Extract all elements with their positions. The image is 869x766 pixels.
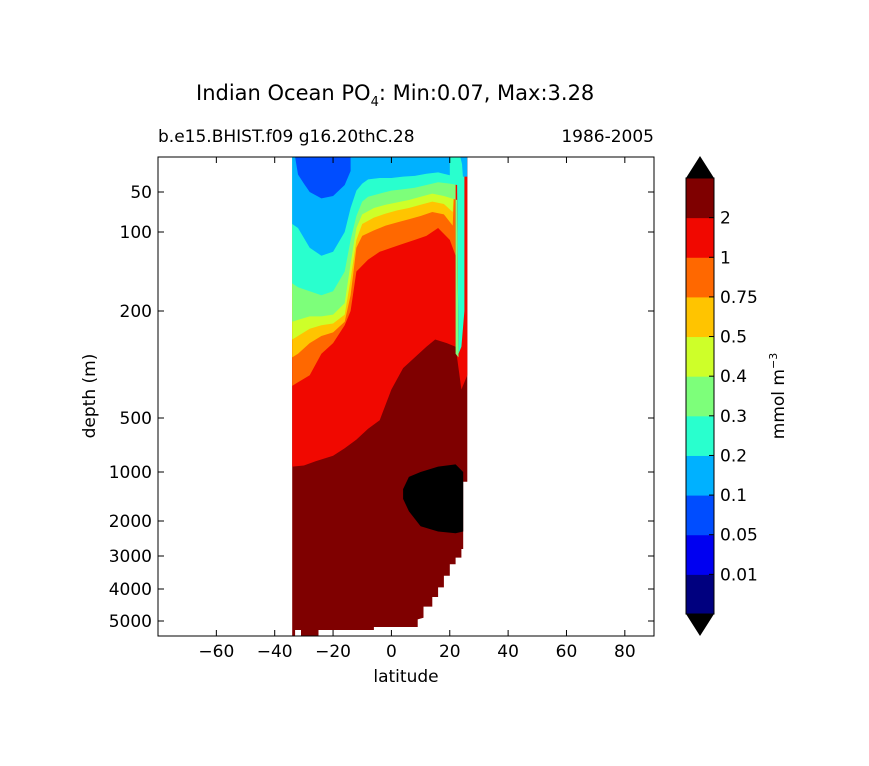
colorbar-extend-max-triangle: [686, 156, 714, 178]
y-axis-ticks: 50 100 200 500 1000 2000 3000 4000 5000: [109, 183, 654, 632]
plot-frame: [157, 156, 655, 637]
colorbar-extend-min-triangle: [686, 614, 714, 636]
title-main: Indian Ocean PO: [196, 81, 371, 105]
subtitle-right: 1986-2005: [561, 127, 654, 147]
colorbar-tick-label: 1: [720, 248, 731, 268]
y-tick-label: 200: [120, 302, 152, 322]
y-tick-label: 500: [120, 409, 152, 429]
colorbar-swatch: [686, 376, 714, 417]
colorbar-swatch: [686, 495, 714, 536]
colorbar-swatch: [686, 336, 714, 377]
x-tick-label: 80: [614, 642, 636, 662]
contour-band-0.05-0.1: [295, 157, 351, 199]
x-tick-label: −20: [315, 642, 351, 662]
colorbar-tick-label: 0.75: [720, 288, 758, 308]
subtitle-left: b.e15.BHIST.f09 g16.20thC.28: [158, 127, 415, 147]
y-tick-label: 5000: [109, 612, 152, 632]
x-tick-label: −60: [198, 642, 234, 662]
contour-fill-layer: [292, 157, 468, 636]
colorbar-tick-label: 0.5: [720, 328, 747, 348]
colorbar-swatch: [686, 574, 714, 615]
y-tick-label: 4000: [109, 580, 152, 600]
colorbar-tick-label: 0.05: [720, 526, 758, 546]
x-tick-label: 40: [497, 642, 519, 662]
colorbar-swatch: [686, 415, 714, 456]
colorbar-swatch: [686, 296, 714, 338]
colorbar-tick-label: 0.01: [720, 565, 758, 585]
chart-title: Indian Ocean PO4: Min:0.07, Max:3.28: [196, 81, 594, 110]
colorbar-swatch: [686, 178, 714, 219]
colorbar-frame: [685, 177, 715, 615]
y-tick-label: 100: [120, 223, 152, 243]
colorbar-label-exponent: −3: [767, 353, 780, 369]
colorbar-label-text: mmol m: [769, 369, 789, 439]
colorbar-swatch: [686, 217, 714, 258]
y-tick-label: 3000: [109, 547, 152, 567]
colorbar-swatch: [686, 534, 714, 575]
contour-black-region: [403, 464, 464, 534]
colorbar-tick-label: 0.3: [720, 407, 747, 427]
colorbar-label: mmol m−3: [767, 353, 789, 439]
x-tick-label: −40: [257, 642, 293, 662]
colorbar-swatch: [686, 455, 714, 496]
title-subscript: 4: [371, 95, 379, 110]
colorbar-tick-label: 0.4: [720, 367, 747, 387]
x-tick-label: 60: [556, 642, 578, 662]
x-tick-label: 20: [439, 642, 461, 662]
x-axis-ticks: −60 −40 −20 0 20 40 60 80: [198, 157, 636, 662]
y-tick-label: 50: [130, 183, 152, 203]
colorbar-tick-label: 0.2: [720, 446, 747, 466]
y-tick-label: 2000: [109, 512, 152, 532]
colorbar: 0.01 0.05 0.1 0.2 0.3 0.4 0.5 0.75 1 2: [685, 156, 758, 636]
x-axis-label: latitude: [373, 667, 438, 687]
colorbar-tick-label: 2: [720, 209, 731, 229]
colorbar-tick-label: 0.1: [720, 486, 747, 506]
y-axis-label: depth (m): [80, 354, 100, 439]
colorbar-swatch: [686, 257, 714, 298]
x-tick-label: 0: [386, 642, 397, 662]
plot-area: −60 −40 −20 0 20 40 60 80 50 100 200 500 1000 2000 30…: [109, 156, 655, 662]
title-tail: : Min:0.07, Max:3.28: [379, 81, 594, 105]
contour-band-0.1-0.2-north: [460, 157, 468, 177]
y-tick-label: 1000: [109, 463, 152, 483]
